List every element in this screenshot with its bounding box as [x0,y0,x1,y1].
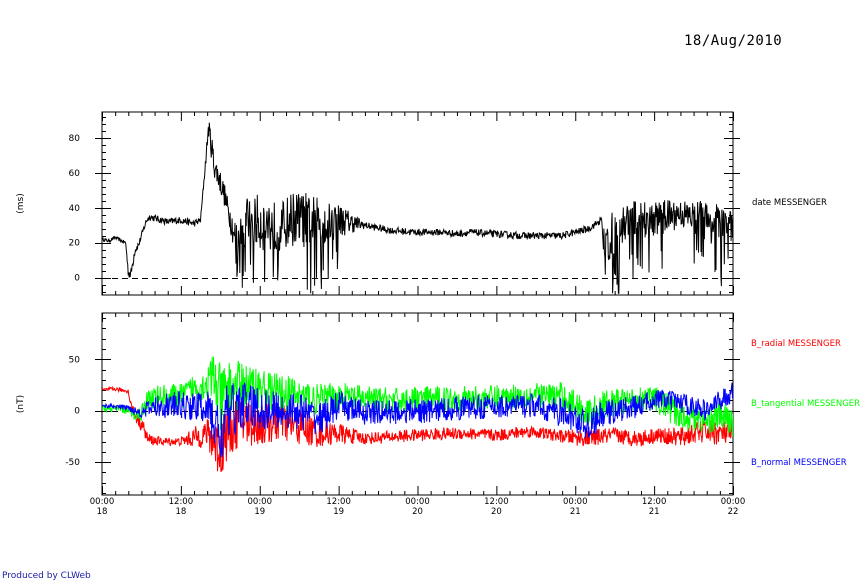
x-tick-label-time: 00:00 [405,497,430,507]
x-tick-label-day: 19 [333,507,344,517]
x-tick-label-day: 19 [254,507,265,517]
x-tick-label-day: 18 [97,507,108,517]
y-tick-label: 50 [69,355,81,365]
x-tick-label-time: 12:00 [642,497,667,507]
y-axis-label: (ms) [16,193,26,213]
x-tick-label-day: 18 [175,507,186,517]
series-trace [102,385,733,472]
x-tick-label-day: 20 [491,507,502,517]
legend-entry: date MESSENGER [752,198,827,208]
y-tick-label: 40 [69,204,81,214]
x-tick-label-time: 12:00 [326,497,351,507]
y-tick-label: 80 [69,134,81,144]
y-tick-label: 0 [74,407,80,417]
y-tick-label: 20 [69,239,81,249]
series-trace [102,356,733,437]
y-tick-label: 0 [74,274,80,284]
panel-time-delay: 0 20 40 60 80 (ms) date MESSENGER [16,111,827,296]
legend-entry: B_normal MESSENGER [751,458,847,468]
x-tick-label-time: 00:00 [721,497,746,507]
legend-entry: B_tangential MESSENGER [751,399,860,409]
panel-magnetic-field: -50 0 50 (nT) B_radial MESSENGER B_tangential… [16,312,860,517]
y-tick-label: 60 [69,169,81,179]
plot-frame [101,111,734,296]
x-tick-label-time: 00:00 [90,497,115,507]
series-trace [102,381,733,458]
x-tick-label-day: 22 [728,507,739,517]
x-tick-label-time: 12:00 [484,497,509,507]
y-tick-label: -50 [65,458,80,468]
x-tick-label-time: 12:00 [169,497,194,507]
x-tick-label-time: 00:00 [563,497,588,507]
x-tick-label-day: 20 [412,507,423,517]
chart-date: 18/Aug/2010 [684,33,783,49]
x-tick-label-day: 21 [570,507,581,517]
legend-entry: B_radial MESSENGER [751,339,841,349]
x-tick-label-time: 00:00 [248,497,273,507]
footer-credit: Produced by CLWeb [2,571,91,581]
y-axis-label: (nT) [16,395,26,413]
x-tick-label-day: 21 [649,507,660,517]
series-trace [102,122,733,294]
